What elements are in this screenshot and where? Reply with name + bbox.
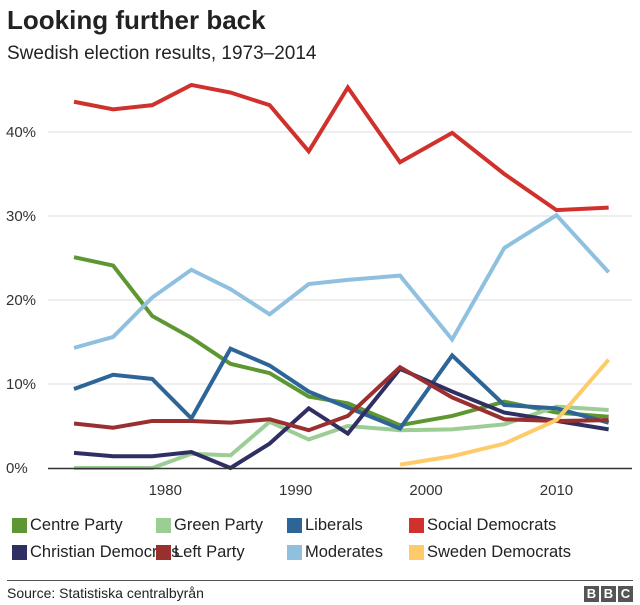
legend-item: Left Party xyxy=(156,543,245,562)
x-tick-label: 2010 xyxy=(540,482,573,499)
source-note: Source: Statistiska centralbyrån xyxy=(7,585,204,601)
legend-item: Social Democrats xyxy=(409,516,556,535)
legend-label: Liberals xyxy=(305,516,363,534)
bbc-logo-block: B xyxy=(584,586,599,602)
legend-item: Green Party xyxy=(156,516,263,535)
legend-swatch xyxy=(12,518,27,533)
y-tick-label: 20% xyxy=(6,292,36,309)
bbc-logo-block: C xyxy=(618,586,633,602)
x-tick-label: 1980 xyxy=(149,482,182,499)
legend-swatch xyxy=(409,545,424,560)
y-tick-label: 0% xyxy=(6,460,28,477)
chart-title: Looking further back xyxy=(7,5,266,35)
series-line-liberals xyxy=(73,346,610,431)
x-tick-label: 1990 xyxy=(279,482,312,499)
legend-item: Centre Party xyxy=(12,516,123,535)
legend-item: Christian Democrats xyxy=(12,543,179,562)
legend-label: Moderates xyxy=(305,543,383,561)
series-line-social-democrats xyxy=(73,82,609,213)
y-tick-label: 30% xyxy=(6,208,36,225)
legend-item: Liberals xyxy=(287,516,363,535)
y-tick-label: 40% xyxy=(6,124,36,141)
chart-subtitle: Swedish election results, 1973–2014 xyxy=(7,43,317,64)
legend-label: Social Democrats xyxy=(427,516,557,534)
legend-label: Christian Democrats xyxy=(30,543,180,561)
legend-item: Sweden Democrats xyxy=(409,543,571,562)
legend-label: Centre Party xyxy=(30,516,123,534)
legend-swatch xyxy=(12,545,27,560)
line-chart: 0% 10% 20% 30% 40% 1980 1990 2000 2010 xyxy=(6,82,632,499)
legend-swatch xyxy=(156,545,171,560)
legend-item: Moderates xyxy=(287,543,383,562)
legend-label: Sweden Democrats xyxy=(427,543,571,561)
y-tick-label: 10% xyxy=(6,376,36,393)
legend-label: Green Party xyxy=(174,516,263,534)
legend-swatch xyxy=(409,518,424,533)
legend-label: Left Party xyxy=(174,543,245,561)
x-tick-label: 2000 xyxy=(409,482,442,499)
series-line-christian-democrats xyxy=(73,366,609,471)
legend-swatch xyxy=(287,545,302,560)
series-line-moderates xyxy=(73,212,611,350)
series-line-left-party xyxy=(73,364,609,433)
series-line-sweden-democrats xyxy=(399,358,611,467)
legend-swatch xyxy=(156,518,171,533)
legend-swatch xyxy=(287,518,302,533)
bbc-logo-block: B xyxy=(601,586,616,602)
series-line-centre-party xyxy=(73,255,609,428)
